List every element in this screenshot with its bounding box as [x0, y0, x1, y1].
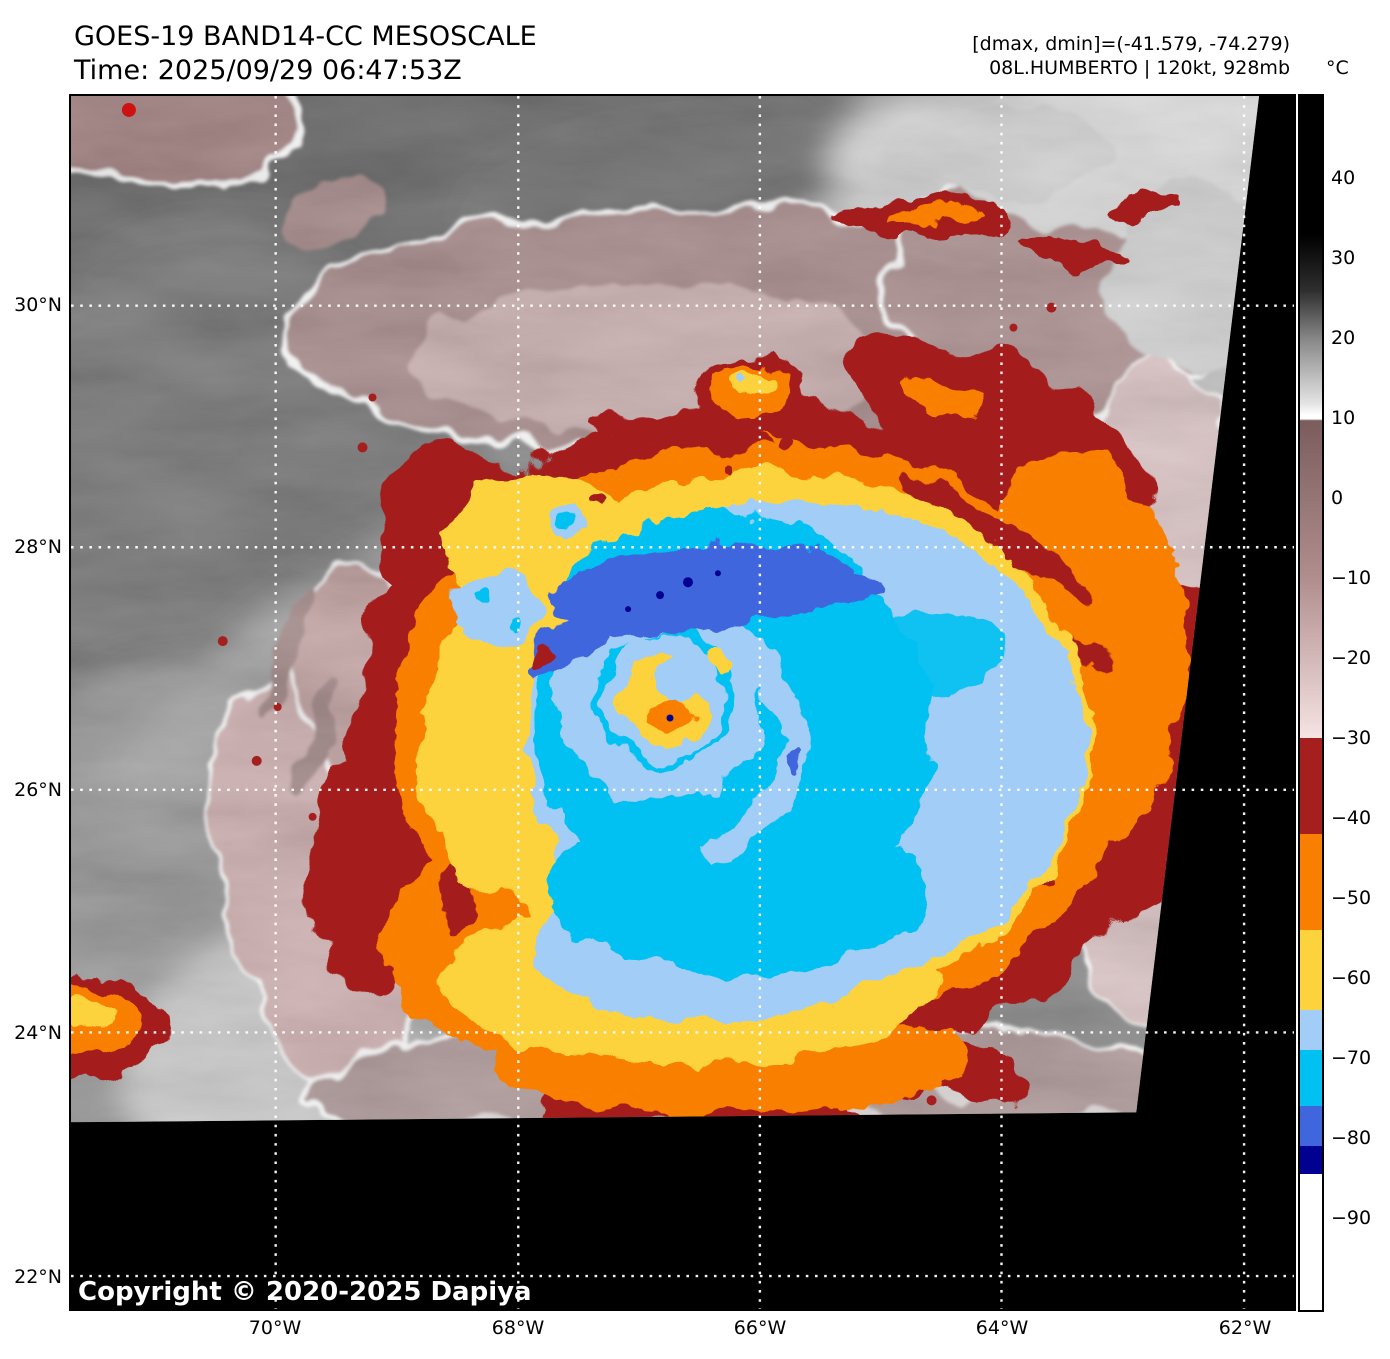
colorbar-tick-label: −70 — [1331, 1047, 1372, 1069]
colorbar-tick-label: −50 — [1331, 887, 1372, 909]
lat-tick-label: 26°N — [14, 779, 62, 801]
colorbar-tick-label: −40 — [1331, 807, 1372, 829]
map-frame — [69, 94, 1296, 1311]
lat-tick-label: 24°N — [14, 1022, 62, 1044]
colorbar-tick-label: 10 — [1331, 407, 1356, 429]
chart-title: GOES-19 BAND14-CC MESOSCALE — [74, 21, 537, 52]
copyright-label: Copyright © 2020-2025 Dapiya — [78, 1277, 532, 1307]
colorbar-tick-label: 40 — [1331, 167, 1356, 189]
storm-info-label: 08L.HUMBERTO | 120kt, 928mb — [989, 57, 1290, 79]
lat-tick-label: 28°N — [14, 536, 62, 558]
colorbar-tick-label: −80 — [1331, 1127, 1372, 1149]
lon-tick-label: 70°W — [248, 1317, 302, 1339]
lon-tick-label: 68°W — [491, 1317, 545, 1339]
colorbar-tick-label: 30 — [1331, 247, 1356, 269]
ne-convective-streaks — [829, 196, 1174, 271]
colorbar-tick-label: −20 — [1331, 647, 1372, 669]
north-detached-cells — [689, 353, 1004, 474]
lon-tick-label: 62°W — [1218, 1317, 1272, 1339]
lon-tick-label: 66°W — [733, 1317, 787, 1339]
time-label: Time: 2025/09/29 06:47:53Z — [74, 55, 462, 86]
west-overshooting-tops — [452, 493, 604, 666]
dmax-dmin-label: [dmax, dmin]=(-41.579, -74.279) — [972, 33, 1290, 55]
lon-tick-label: 64°W — [975, 1317, 1029, 1339]
title-block: GOES-19 BAND14-CC MESOSCALE Time: 2025/0… — [74, 20, 537, 88]
lat-tick-label: 30°N — [14, 294, 62, 316]
gridlines — [71, 96, 1294, 1309]
coldest-navy-dots — [625, 570, 721, 613]
satellite-image — [71, 96, 1294, 1309]
colorbar-tick-label: −60 — [1331, 967, 1372, 989]
lat-tick-label: 22°N — [14, 1266, 62, 1288]
hurricane-eye — [600, 636, 728, 760]
colorbar-tick-label: 0 — [1331, 487, 1344, 509]
scan-sector — [71, 96, 1260, 1123]
colorbar-tick-label: −10 — [1331, 567, 1372, 589]
colorbar-tick-label: −30 — [1331, 727, 1372, 749]
southwest-edge-cell — [71, 977, 165, 1082]
colorbar — [1298, 94, 1324, 1312]
colorbar-tick-label: 20 — [1331, 327, 1356, 349]
celsius-unit-label: °C — [1326, 57, 1349, 79]
colorbar-tick-label: −90 — [1331, 1207, 1372, 1229]
header-right: [dmax, dmin]=(-41.579, -74.279) 08L.HUMB… — [972, 32, 1290, 80]
eye-cold-dot — [666, 714, 674, 722]
